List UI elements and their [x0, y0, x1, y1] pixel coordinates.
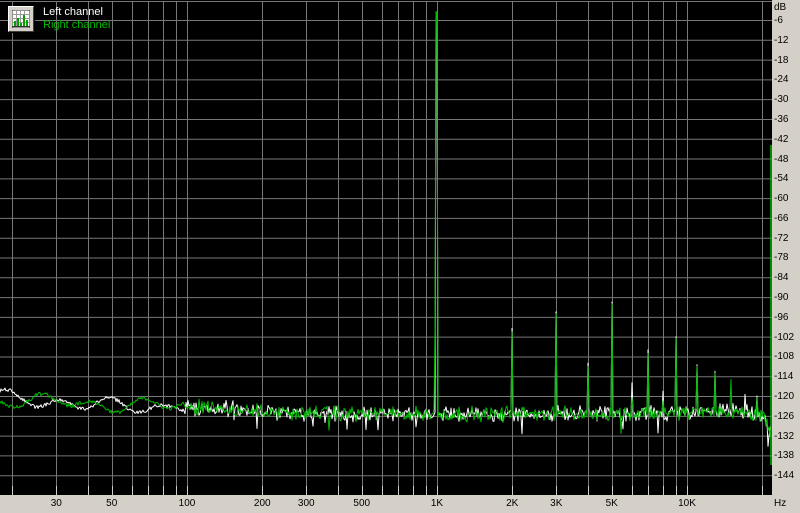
y-axis-label: -42 — [774, 133, 789, 145]
y-axis-label: -12 — [774, 34, 789, 46]
y-axis-label: -132 — [774, 430, 795, 442]
y-axis-label: -6 — [774, 15, 783, 26]
right-channel-trace — [0, 11, 772, 437]
y-axis-label: -126 — [774, 410, 795, 422]
y-axis-label: -90 — [774, 292, 789, 304]
y-axis-unit-label: dB — [774, 2, 787, 13]
legend: Left channel Right channel — [8, 6, 110, 32]
plot-background — [0, 0, 772, 495]
legend-left-channel-label: Left channel — [43, 6, 103, 18]
x-axis-label: 30 — [50, 498, 62, 509]
x-axis-label: 3K — [550, 498, 563, 509]
spectrum-icon-glyph — [12, 10, 30, 28]
x-axis-label: 10K — [678, 498, 696, 509]
y-axis-label: -66 — [774, 212, 789, 224]
x-axis-label: 5K — [605, 498, 618, 509]
x-axis: Hz 30 50 100 200 300 500 1K 2K 3K 5K 10K — [0, 495, 800, 513]
x-axis-label: 2K — [506, 498, 519, 509]
x-axis-unit-label: Hz — [774, 498, 787, 509]
y-axis-label: -36 — [774, 113, 789, 125]
y-axis-label: -72 — [774, 232, 789, 244]
y-axis-label: -96 — [774, 311, 789, 323]
y-axis-label: -24 — [774, 74, 789, 86]
y-axis-label: -54 — [774, 173, 789, 185]
x-axis-label: 50 — [106, 498, 118, 509]
y-axis: dB -6 -12 -18 -24 -30 -36 -42 -48 -54 -60 -66 -72 -78… — [772, 0, 800, 495]
x-axis-label: 1K — [430, 498, 444, 509]
spectrum-icon — [8, 6, 34, 32]
x-axis-label: 100 — [178, 498, 196, 509]
y-axis-label: -30 — [774, 94, 789, 106]
y-axis-label: -18 — [774, 54, 789, 66]
y-axis-label: -48 — [774, 153, 789, 165]
y-axis-label: -138 — [774, 450, 795, 462]
x-axis-label: 300 — [297, 498, 315, 509]
y-axis-label: -144 — [774, 470, 795, 482]
spectrum-plot — [0, 0, 772, 495]
y-axis-label: -84 — [774, 272, 789, 284]
y-axis-label: -108 — [774, 351, 795, 363]
grid-lines — [0, 1, 772, 486]
y-axis-label: -120 — [774, 391, 795, 403]
x-axis-label: 200 — [253, 498, 271, 509]
x-axis-ticks — [12, 486, 763, 495]
x-axis-label: 500 — [353, 498, 371, 509]
y-axis-label: -60 — [774, 193, 789, 205]
y-axis-label: -78 — [774, 252, 789, 264]
y-axis-label: -114 — [774, 371, 794, 383]
y-axis-label: -102 — [774, 331, 795, 343]
legend-right-channel-label: Right channel — [43, 19, 111, 31]
